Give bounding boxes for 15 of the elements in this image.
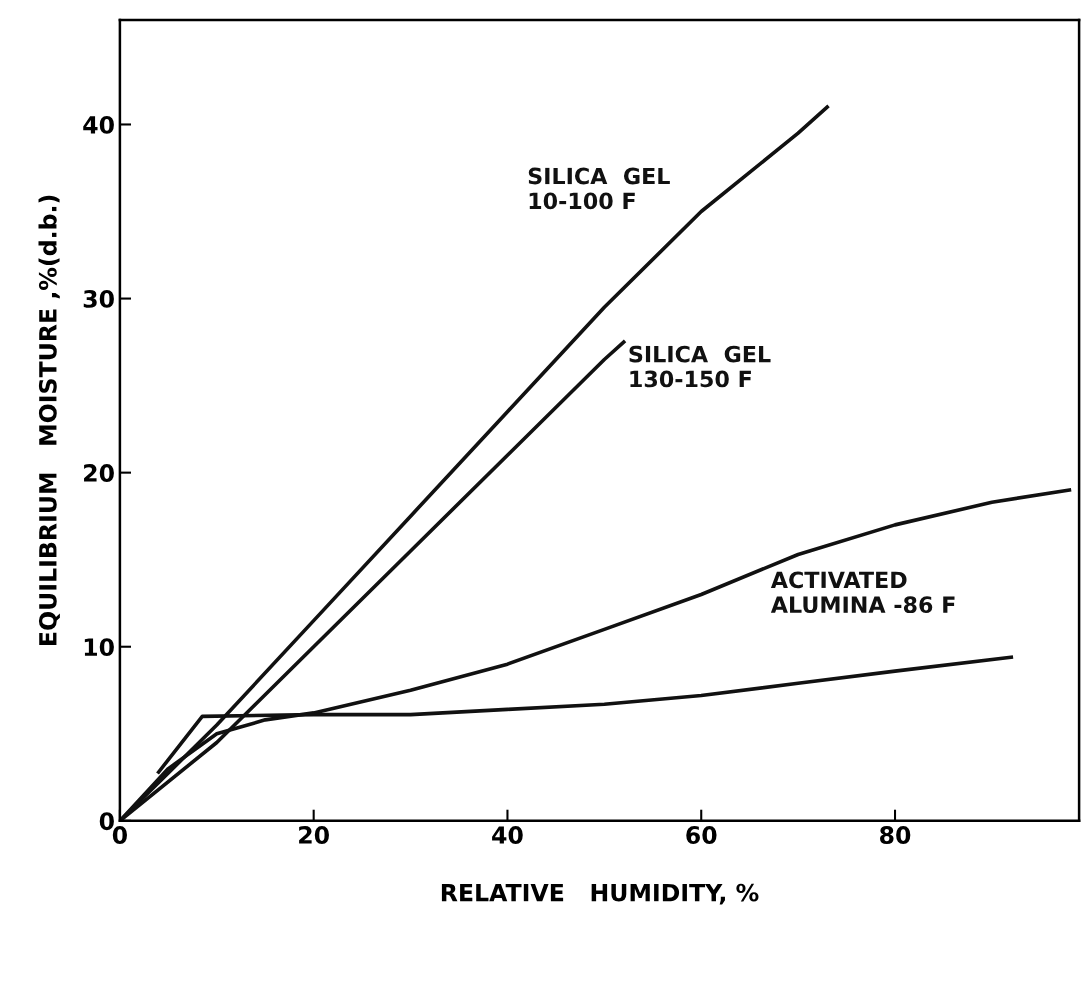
x-axis-title: RELATIVE HUMIDITY, % (441, 883, 759, 905)
y-tick-label: 20 (84, 464, 114, 482)
y-axis-title: EQUILIBRIUM MOISTURE ,%(d.b.) (38, 195, 60, 645)
series-label: SILICA GEL 10-100 F (528, 167, 670, 210)
y-tick-label: 10 (84, 638, 114, 657)
x-tick-label: 20 (299, 826, 329, 844)
y-tick-label: 0 (99, 812, 114, 831)
series-label: SILICA GEL 130-150 F (629, 345, 771, 388)
series-label: ACTIVATED ALUMINA -86 F (770, 571, 955, 614)
x-tick-label: 60 (686, 826, 717, 844)
x-tick-label: 40 (492, 826, 523, 844)
x-tick-label: 0 (112, 826, 127, 844)
y-tick-label: 30 (83, 290, 114, 308)
x-tick-label: 80 (880, 826, 911, 844)
y-tick-label: 40 (83, 115, 114, 134)
